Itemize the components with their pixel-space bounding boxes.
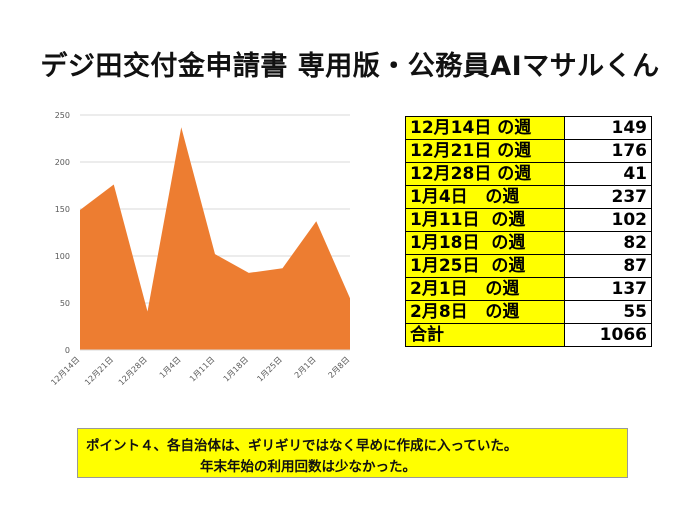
total-value: 1066 [564, 323, 652, 347]
week-count: 102 [564, 208, 652, 232]
area-chart: 0 50 100 150 200 250 12月14日 12月21日 12月28日 1月4日 1月1… [40, 100, 370, 400]
page-title: デジ田交付金申請書 専用版・公務員AIマサルくん [40, 51, 660, 82]
week-label: 1月25日 の週 [405, 254, 565, 278]
x-tick-label: 12月21日 [83, 355, 115, 387]
table-row: 1月4日 の週 237 [405, 185, 652, 209]
week-label: 2月8日 の週 [405, 300, 565, 324]
table-row: 12月28日 の週 41 [405, 162, 652, 186]
note-line-1: ポイント４、各自治体は、ギリギリではなく早めに作成に入っていた。 [86, 438, 518, 454]
week-label: 12月28日 の週 [405, 162, 565, 186]
week-count: 55 [564, 300, 652, 324]
point-note: ポイント４、各自治体は、ギリギリではなく早めに作成に入っていた。 年末年始の利用… [77, 428, 628, 478]
x-tick-label: 1月25日 [255, 355, 283, 383]
table-row: 1月25日 の週 87 [405, 254, 652, 278]
note-line-2: 年末年始の利用回数は少なかった。 [200, 459, 416, 475]
week-count: 176 [564, 139, 652, 163]
week-count: 41 [564, 162, 652, 186]
y-tick-label: 0 [65, 346, 70, 355]
week-label: 1月18日 の週 [405, 231, 565, 255]
table-row: 1月11日 の週 102 [405, 208, 652, 232]
series-area [80, 127, 350, 350]
week-label: 12月21日 の週 [405, 139, 565, 163]
week-count: 87 [564, 254, 652, 278]
table-row: 12月21日 の週 176 [405, 139, 652, 163]
y-tick-label: 50 [60, 299, 70, 308]
total-row: 合計 1066 [405, 323, 652, 347]
week-count: 149 [564, 116, 652, 140]
x-tick-label: 1月4日 [158, 355, 183, 380]
y-tick-label: 100 [55, 252, 70, 261]
table-row: 2月1日 の週 137 [405, 277, 652, 301]
total-label: 合計 [405, 323, 565, 347]
week-label: 1月11日 の週 [405, 208, 565, 232]
week-count: 137 [564, 277, 652, 301]
y-tick-label: 150 [55, 205, 70, 214]
x-tick-label: 2月1日 [293, 355, 318, 380]
week-label: 12月14日 の週 [405, 116, 565, 140]
weekly-count-table: 12月14日 の週 149 12月21日 の週 176 12月28日 の週 41 1月4日 … [405, 116, 652, 347]
x-tick-label: 2月8日 [327, 355, 352, 380]
table-row: 12月14日 の週 149 [405, 116, 652, 140]
x-tick-label: 12月14日 [49, 355, 81, 387]
y-tick-label: 200 [55, 158, 70, 167]
x-tick-label: 1月11日 [188, 355, 216, 383]
x-tick-label: 12月28日 [117, 355, 149, 387]
table-row: 1月18日 の週 82 [405, 231, 652, 255]
x-tick-label: 1月18日 [222, 355, 250, 383]
week-count: 82 [564, 231, 652, 255]
week-label: 1月4日 の週 [405, 185, 565, 209]
week-count: 237 [564, 185, 652, 209]
week-label: 2月1日 の週 [405, 277, 565, 301]
y-tick-label: 250 [55, 111, 70, 120]
table-row: 2月8日 の週 55 [405, 300, 652, 324]
